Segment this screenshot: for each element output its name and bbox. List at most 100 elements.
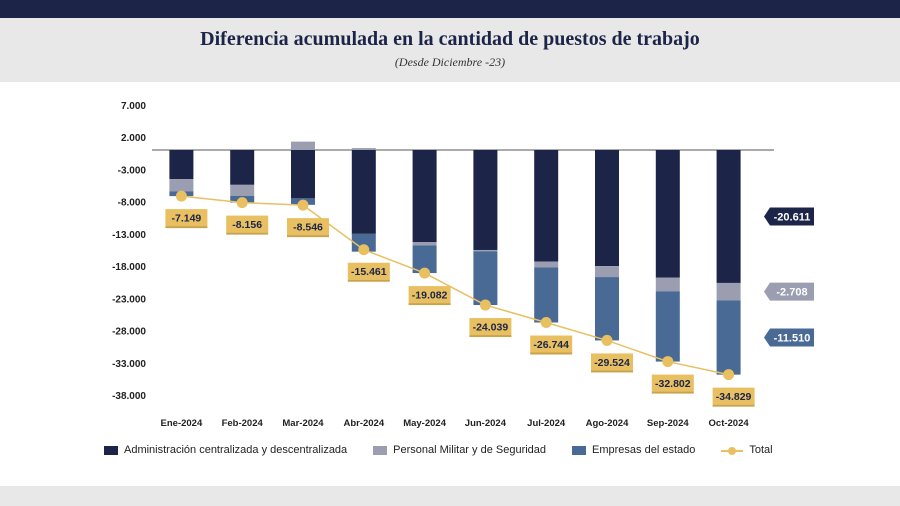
y-tick-label: -18.000 [112, 262, 146, 273]
total-label: -7.149 [172, 213, 202, 225]
bar-segment-administracion [230, 150, 255, 185]
bar-segment-administracion [595, 150, 619, 267]
total-label-shadow [408, 303, 451, 306]
x-tick-label: Abr-2024 [343, 418, 384, 429]
bar-segment-militar [351, 148, 376, 150]
bar-segment-administracion [291, 150, 315, 199]
total-label-box [651, 374, 694, 392]
chart-title: Diferencia acumulada en la cantidad de p… [200, 28, 700, 50]
end-label-administracion-box [764, 207, 814, 226]
y-tick-label: -13.000 [112, 230, 146, 241]
total-label-box [165, 209, 208, 227]
bar-segment-empresas [351, 233, 376, 252]
bar-segment-empresas [655, 291, 680, 362]
y-tick-label: -3.000 [118, 165, 147, 176]
total-point [236, 197, 248, 209]
x-tick-label: Jun-2024 [465, 418, 507, 429]
y-tick-label: -33.000 [112, 359, 146, 370]
y-tick-label: -38.000 [112, 391, 146, 402]
bar-segment-militar [655, 277, 680, 292]
x-tick-label: Ene-2024 [161, 418, 203, 429]
total-label: -8.546 [293, 222, 323, 234]
bar-segment-militar [412, 242, 437, 246]
bar-segment-militar [291, 141, 315, 150]
total-label: -29.524 [594, 357, 630, 369]
x-tick-label: Oct-2024 [709, 418, 750, 429]
total-label: -19.082 [412, 290, 448, 302]
bar-segment-administracion [655, 150, 680, 278]
footer-band [0, 486, 900, 506]
bar-segment-militar [230, 184, 255, 196]
total-point [358, 244, 370, 256]
x-tick-label: Jul-2024 [527, 418, 566, 429]
bar-segment-empresas [595, 277, 619, 341]
legend-swatch-administracion [104, 445, 118, 455]
chart-area: 7.000 2.000 -3.000 -8.000 -13.000 -18.000 -23.… [112, 101, 814, 429]
chart-subtitle: (Desde Diciembre -23) [394, 55, 506, 69]
bar-segment-empresas [473, 251, 498, 306]
total-point [175, 190, 187, 202]
total-label: -26.744 [533, 339, 569, 351]
total-label-box [530, 335, 573, 353]
bar-segment-administracion [351, 150, 376, 234]
x-tick-label: Ago-2024 [586, 418, 629, 429]
total-point [297, 199, 309, 211]
total-label-shadow [591, 370, 633, 373]
legend-label-total: Total [749, 444, 773, 456]
bar-segment-militar [473, 249, 498, 252]
top-banner [0, 0, 900, 18]
legend-item-total: Total [721, 444, 773, 456]
legend-label-administracion: Administración centralizada y descentral… [124, 444, 348, 456]
total-label: -32.802 [655, 378, 691, 390]
legend-item-administracion: Administración centralizada y descentral… [104, 444, 347, 456]
y-tick-label: -23.000 [112, 294, 146, 305]
legend-swatch-militar [373, 445, 388, 455]
total-point [601, 334, 613, 346]
bar-segment-administracion [716, 150, 741, 283]
end-label-militar: -2.708 [776, 287, 807, 299]
total-label-shadow [287, 235, 329, 238]
legend-item-militar: Personal Militar y de Seguridad [373, 444, 546, 456]
total-label-shadow [165, 226, 208, 229]
total-point [540, 316, 552, 328]
legend-label-militar: Personal Militar y de Seguridad [393, 444, 547, 456]
legend-label-empresas: Empresas del estado [592, 444, 696, 456]
total-label-shadow [226, 232, 269, 235]
total-label-box [347, 262, 390, 280]
end-label-empresas-box [764, 328, 814, 347]
bar-segment-administracion [169, 150, 194, 180]
total-label-shadow [651, 391, 694, 394]
total-label: -8.156 [232, 219, 262, 231]
x-tick-label: May-2024 [403, 418, 446, 429]
total-label-box [591, 353, 633, 371]
total-point [479, 299, 491, 311]
end-label-militar-box [764, 282, 814, 301]
y-tick-label: -28.000 [112, 327, 146, 338]
total-line [181, 195, 729, 376]
bar-segment-militar [595, 266, 619, 278]
bar-segment-administracion [534, 150, 559, 262]
y-tick-label: -8.000 [118, 198, 147, 209]
bar-segment-militar [534, 261, 559, 268]
total-label: -34.829 [716, 391, 752, 403]
total-point [723, 369, 735, 381]
total-label-shadow [712, 404, 755, 407]
total-label-shadow [347, 279, 390, 282]
legend-swatch-total [721, 446, 744, 455]
total-label-box [287, 218, 329, 236]
total-label-box [408, 286, 451, 304]
bar-segment-militar [716, 282, 741, 301]
header [0, 18, 900, 82]
bar-segment-administracion [412, 150, 437, 243]
total-label-shadow [469, 335, 512, 338]
total-label-box [226, 215, 269, 233]
bar-segment-militar [169, 179, 194, 192]
total-label-box [712, 387, 755, 405]
total-label: -24.039 [473, 322, 509, 334]
total-point [419, 267, 431, 279]
end-label-empresas: -11.510 [774, 333, 811, 345]
total-label: -15.461 [351, 266, 387, 278]
legend-item-empresas: Empresas del estado [572, 444, 695, 456]
legend: Administración centralizada y descentral… [104, 444, 799, 456]
x-tick-label: Mar-2024 [282, 418, 324, 429]
